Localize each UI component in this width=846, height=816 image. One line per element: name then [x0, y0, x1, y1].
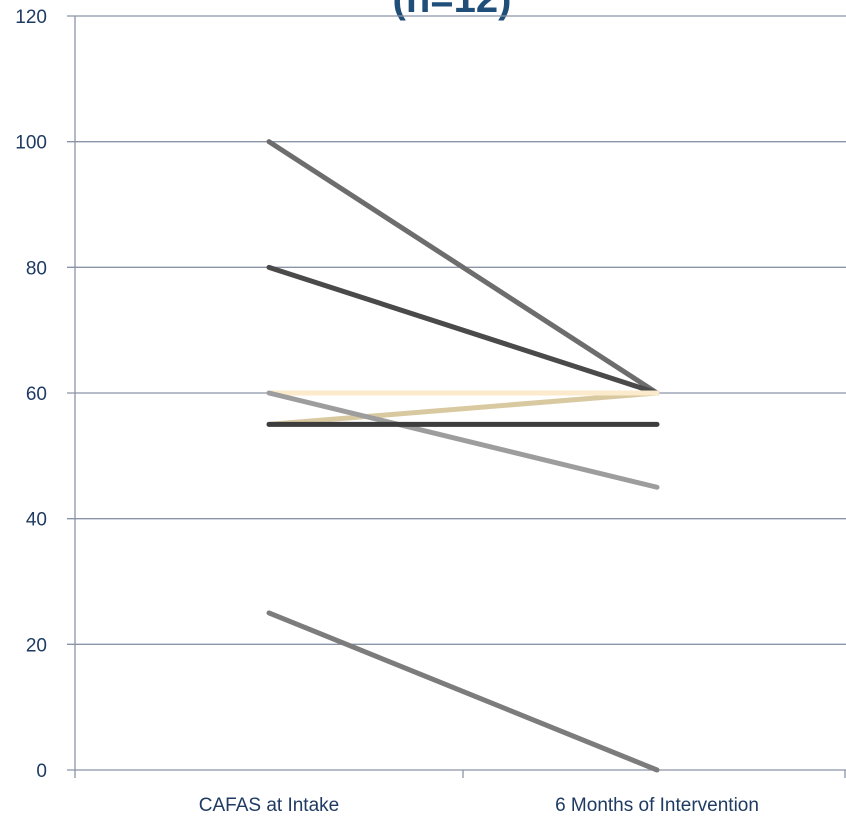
title-layer: (n=12): [393, 0, 512, 21]
x-tick-label: 6 Months of Intervention: [555, 795, 759, 816]
series-line-7: [266, 610, 660, 773]
y-tick-labels: 0 20 40 60 80 100 120: [15, 7, 47, 782]
series-line-1: [266, 139, 660, 396]
y-tick-label: 80: [26, 258, 47, 279]
series-line-5: [266, 390, 660, 490]
y-tick-label: 40: [26, 510, 47, 531]
gridlines: [67, 15, 846, 771]
chart-title: (n=12): [393, 0, 512, 21]
y-tick-label: 0: [36, 761, 47, 782]
x-tick-label: CAFAS at Intake: [199, 795, 339, 816]
x-tick-labels: CAFAS at Intake 6 Months of Intervention: [199, 795, 759, 816]
y-tick-label: 100: [15, 133, 47, 154]
axes: [74, 16, 846, 778]
series-line-2: [266, 264, 660, 396]
y-tick-label: 20: [26, 635, 47, 656]
y-tick-label: 120: [15, 7, 47, 28]
series-lines: [266, 139, 660, 773]
series-line-3: [266, 390, 660, 427]
y-tick-label: 60: [26, 384, 47, 405]
